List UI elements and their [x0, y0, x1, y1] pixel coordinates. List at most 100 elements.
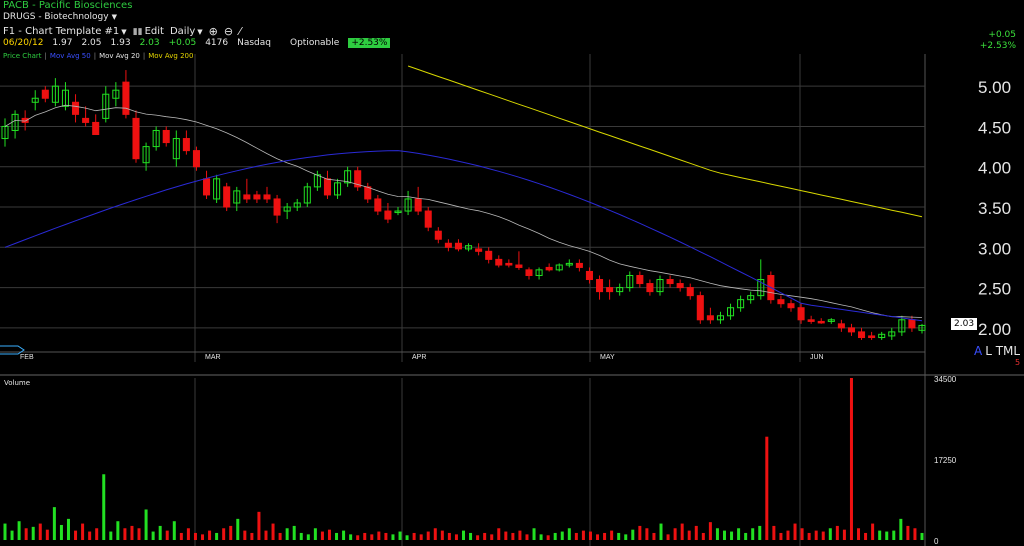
volume-bar [426, 531, 430, 540]
volume-bar [518, 530, 522, 540]
candle-body [424, 210, 432, 228]
volume-bar [52, 507, 56, 540]
volume-bar [525, 534, 529, 540]
draw-tool-icon[interactable]: ⁄ [239, 25, 241, 38]
price-tick-label: 3.50 [978, 199, 1011, 218]
candle-body [293, 202, 301, 208]
candle-body [716, 315, 724, 321]
candle-body [565, 262, 573, 266]
sector-selector[interactable]: DRUGS - Biotechnology ▼ [3, 12, 117, 22]
candle-body [525, 269, 533, 276]
edit-button[interactable]: ▮▮ Edit [133, 26, 164, 37]
volume-tick-label: 17250 [934, 456, 957, 465]
candle-body [908, 319, 916, 329]
zoom-in-icon[interactable]: ⊕ [208, 25, 218, 38]
volume-bar [751, 528, 755, 540]
volume-bar [88, 531, 92, 540]
volume-bar [299, 532, 303, 540]
candle-body [656, 279, 664, 293]
volume-bar [596, 534, 600, 540]
volume-bar [574, 532, 578, 540]
quote-high: 2.05 [81, 38, 102, 48]
candle-body [374, 198, 382, 212]
quote-open: 1.97 [52, 38, 73, 48]
volume-bar [581, 530, 585, 540]
volume-bar [10, 530, 14, 540]
volume-bar [610, 530, 614, 540]
quote-bar: 06/20/12 1.97 2.05 1.93 2.03 +0.05 4176 … [3, 38, 391, 48]
volume-bar [391, 534, 395, 540]
volume-bar [659, 523, 663, 540]
candle-body [757, 279, 765, 297]
volume-bar [109, 531, 113, 540]
volume-bar [313, 528, 317, 540]
volume-bar [102, 474, 106, 540]
side-mark: 5 [1015, 358, 1021, 367]
volume-bar [250, 532, 254, 540]
candle-body [162, 129, 170, 144]
volume-bar [440, 530, 444, 540]
candle-body [737, 299, 745, 309]
volume-bar [842, 529, 846, 540]
quote-exchange: Nasdaq [237, 38, 271, 48]
candle-body [636, 274, 644, 285]
candle-body [585, 270, 593, 281]
month-label: MAR [205, 354, 221, 361]
period-dropdown[interactable]: Daily ▼ [170, 26, 203, 37]
candle-body [807, 319, 815, 322]
volume-bar [179, 532, 183, 540]
volume-bar [469, 532, 473, 540]
volume-bar [454, 534, 458, 540]
candle-body [545, 266, 553, 271]
candle-body [273, 198, 281, 216]
volume-bar [327, 529, 331, 540]
volume-bar [645, 528, 649, 540]
candle-body [535, 269, 543, 276]
volume-bar [45, 529, 49, 540]
volume-bar [38, 523, 42, 540]
volume-bar [483, 532, 487, 540]
candle-body [847, 327, 855, 333]
candle-body [31, 97, 39, 103]
volume-bar [638, 525, 642, 540]
optionable-label: Optionable [290, 38, 340, 48]
volume-bar [885, 531, 889, 540]
volume-bar [617, 532, 621, 540]
volume-bar [236, 518, 240, 540]
volume-bar [17, 521, 21, 540]
template-dropdown[interactable]: F1 - Chart Template #1 ▼ [3, 26, 127, 37]
right-change-value: +0.05 [988, 30, 1016, 40]
quote-date: 06/20/12 [3, 38, 44, 48]
volume-bar [828, 528, 832, 540]
volume-bar [849, 378, 853, 540]
zoom-out-icon[interactable]: ⊖ [223, 25, 234, 38]
month-label: MAY [600, 354, 615, 361]
candle-body [182, 138, 190, 152]
volume-bar [81, 523, 85, 540]
volume-bar [201, 534, 205, 540]
candle-body [414, 198, 422, 212]
candle-body [213, 178, 221, 200]
volume-bar [624, 534, 628, 540]
volume-bar [398, 531, 402, 540]
candle-body [283, 206, 291, 212]
candle-body [303, 186, 311, 204]
candle-body [676, 283, 684, 289]
price-tick-label: 5.00 [978, 78, 1011, 97]
quote-change: +0.05 [168, 38, 197, 48]
candle-body [817, 320, 825, 324]
quote-close: 2.03 [139, 38, 160, 48]
volume-bar [772, 525, 776, 540]
volume-bar [66, 518, 70, 540]
volume-bar [130, 525, 134, 540]
edit-label: Edit [144, 26, 164, 37]
price-tick-label: 4.50 [978, 118, 1011, 137]
volume-bar [631, 529, 635, 540]
volume-bar [504, 531, 508, 540]
volume-bar [3, 523, 7, 540]
candle-body [394, 210, 402, 214]
volume-bar [476, 535, 480, 540]
volume-bar [673, 528, 677, 540]
candle-body [253, 194, 261, 200]
